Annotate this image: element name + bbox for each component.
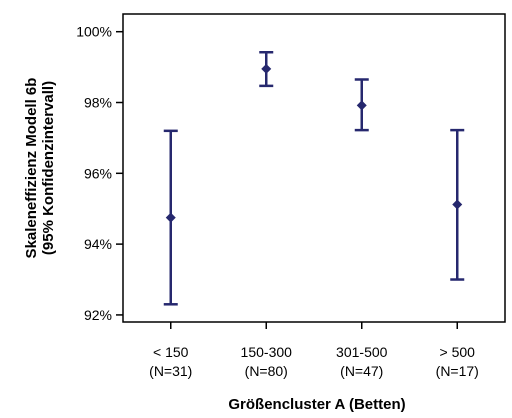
x-tick-label: < 150 [153,344,189,360]
x-tick-sublabel: (N=80) [245,363,288,379]
x-axis-title: Größencluster A (Betten) [228,396,405,413]
mean-marker [165,212,176,223]
y-axis-title-line2: (95% Konfidenzintervall) [40,81,57,255]
mean-marker [356,100,367,111]
plot-frame [122,13,506,323]
y-tick-label: 100% [76,24,112,40]
x-tick-label: > 500 [440,344,476,360]
x-tick-label: 301-500 [336,344,388,360]
x-tick-sublabel: (N=31) [149,363,192,379]
y-tick-label: 94% [84,236,112,252]
mean-marker [452,199,463,210]
x-tick-sublabel: (N=47) [340,363,383,379]
x-tick-sublabel: (N=17) [436,363,479,379]
y-tick-label: 92% [84,307,112,323]
y-tick-label: 96% [84,165,112,181]
mean-marker [261,63,272,74]
x-tick-label: 150-300 [241,344,293,360]
y-tick-label: 98% [84,95,112,111]
y-axis-title-line1: Skaleneffizienz Modell 6b [23,78,40,259]
